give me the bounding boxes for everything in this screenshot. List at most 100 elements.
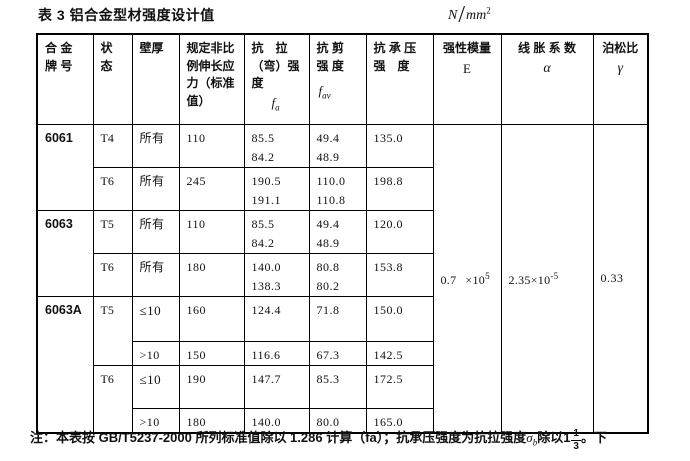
header-cell-expansion: 线 胀 系 数 α [500, 33, 594, 125]
header-cell-thickness: 壁厚 [131, 33, 180, 125]
cell-temper: T5 [92, 209, 133, 254]
cell-temper: T6 [92, 364, 133, 433]
cell-yield-strength: 110 [178, 123, 245, 168]
header-cell-poisson: 泊松比 γ [592, 33, 649, 125]
cell-yield-strength: 180 [178, 407, 245, 433]
cell-tensile: 124.4 [243, 295, 310, 342]
cell-temper: T6 [92, 166, 133, 211]
unit-slash: / [458, 2, 466, 28]
header-cell-tensile: 抗 拉（弯）强度 fa [243, 33, 310, 125]
cell-yield-strength: 190 [178, 364, 245, 409]
cell-tensile: 85.5 84.2 [243, 209, 310, 254]
cell-thickness: 所有 [131, 123, 180, 168]
cell-tensile: 140.0 [243, 407, 310, 433]
cell-tensile: 190.5 191.1 [243, 166, 310, 211]
header-label-bearing: 抗 承 压强 度 [373, 41, 417, 73]
table-row: >10 180 140.0 80.0 165.0 [37, 407, 648, 433]
header-label-poisson: 泊松比 [602, 41, 639, 55]
table-row: 6063A T5 ≤10 160 124.4 71.8 150.0 [36, 295, 648, 433]
header-label-temper: 状态 [100, 41, 113, 73]
note-text-2: 除以1 [537, 430, 571, 445]
cell-alloy: 6061 [36, 123, 94, 211]
table-row: T6 ≤10 190 147.7 85.3 172.5 [37, 364, 648, 433]
header-cell-yield_strength: 规定非比 例伸长应 力（标准 值） [178, 33, 245, 125]
sigma-subscript: b [532, 437, 538, 448]
header-label-thickness: 壁厚 [139, 41, 164, 55]
cell-bearing: 198.8 [365, 166, 434, 211]
cell-shear: 67.3 [308, 340, 367, 366]
sigma-symbol: σ [526, 430, 533, 445]
table-row: 6063 T5 所有 110 85.5 84.2 49.4 48.9 120.0 [36, 209, 648, 297]
table-row: 6061 T4 所有 110 85.5 84.2 49.4 48.9 135.0 0.7 ×105 2… [36, 123, 649, 433]
cell-thickness: >10 [131, 340, 180, 366]
header-cell-modulus: 强性模量 E [432, 33, 502, 125]
header-cell-temper: 状态 [92, 33, 133, 125]
header-label-expansion: 线 胀 系 数 [517, 41, 576, 55]
cell-bearing: 153.8 [365, 252, 434, 297]
cell-shear: 71.8 [308, 295, 367, 342]
header-label-modulus: 强性模量 [442, 41, 491, 55]
cell-shear: 85.3 [308, 364, 367, 409]
cell-yield-strength: 110 [178, 209, 245, 254]
cell-expansion: 2.35×10-5 [500, 123, 594, 433]
table-note: 注：本表按 GB/T5237-2000 所列标准值除以 1.286 计算（fa）… [30, 429, 690, 452]
cell-bearing: 172.5 [365, 364, 434, 409]
cell-temper: T5 [92, 295, 133, 366]
unit-numerator: N [448, 8, 458, 23]
cell-thickness: 所有 [131, 209, 180, 254]
unit-exponent: 2 [486, 5, 491, 16]
cell-temper: T4 [92, 123, 133, 168]
cell-thickness: ≤10 [131, 295, 180, 342]
header-cell-alloy: 合 金牌 号 [36, 33, 94, 125]
cell-shear: 49.4 48.9 [308, 123, 367, 168]
symbol-modulus: E [463, 60, 471, 76]
header-cell-bearing: 抗 承 压强 度 [365, 33, 434, 125]
symbol-shear: fav [318, 83, 331, 101]
header-label-yield_strength: 规定非比 例伸长应 力（标准 值） [186, 41, 235, 108]
cell-alloy: 6063 [36, 209, 94, 297]
cell-thickness: 所有 [131, 166, 180, 211]
cell-bearing: 120.0 [365, 209, 434, 254]
cell-shear: 80.8 80.2 [308, 252, 367, 297]
cell-tensile: 85.5 84.2 [243, 123, 310, 168]
fraction-denominator: 3 [573, 441, 579, 452]
cell-thickness: 所有 [131, 252, 180, 297]
cell-alloy: 6063A [36, 295, 94, 433]
fraction-numerator: 1 [571, 428, 581, 441]
cell-shear: 80.0 [308, 407, 367, 433]
unit-label: N/mm2 [448, 0, 491, 28]
cell-tensile: 147.7 [243, 364, 310, 409]
symbol-poisson: γ [617, 60, 624, 76]
header-label-alloy: 合 金牌 号 [45, 41, 73, 73]
cell-yield-strength: 160 [178, 295, 245, 342]
strength-table: 合 金牌 号状态 壁厚 规定非比 例伸长应 力（标准 值） 抗 拉（弯）强度 fa 抗 剪强 度… [36, 33, 649, 434]
symbol-tensile: fa [271, 94, 280, 113]
note-text-3: 。下 [580, 430, 607, 445]
cell-shear: 110.0 110.8 [308, 166, 367, 211]
unit-denominator: mm [466, 8, 487, 23]
cell-temper: T6 [92, 252, 133, 297]
header-row: 合 金牌 号状态 壁厚 规定非比 例伸长应 力（标准 值） 抗 拉（弯）强度 fa 抗 剪强 度… [36, 33, 649, 125]
header-label-tensile: 抗 拉（弯）强度 [251, 41, 300, 90]
table-title: 表 3 铝合金型材强度设计值 [38, 7, 215, 23]
note-text-1: 注：本表按 GB/T5237-2000 所列标准值除以 1.286 计算（fa）… [30, 430, 527, 445]
cell-shear: 49.4 48.9 [308, 209, 367, 254]
table-row: T6 所有 180 140.0 138.3 80.8 80.2 153.8 [37, 252, 648, 297]
cell-yield-strength: 150 [178, 340, 245, 366]
header-label-shear: 抗 剪强 度 [316, 41, 344, 73]
symbol-expansion: α [543, 60, 551, 76]
cell-tensile: 116.6 [243, 340, 310, 366]
cell-yield-strength: 245 [178, 166, 245, 211]
cell-thickness: ≤10 [131, 364, 180, 409]
cell-tensile: 140.0 138.3 [243, 252, 310, 297]
header-cell-shear: 抗 剪强 度 fav [308, 33, 367, 125]
cell-bearing: 165.0 [365, 407, 434, 433]
cell-bearing: 150.0 [365, 295, 434, 342]
cell-yield-strength: 180 [178, 252, 245, 297]
table-row: >10 150 116.6 67.3 142.5 [37, 340, 648, 366]
cell-poisson: 0.33 [592, 123, 649, 433]
cell-modulus: 0.7 ×105 [432, 123, 502, 433]
table-row: T6 所有 245 190.5 191.1 110.0 110.8 198.8 [37, 166, 648, 211]
